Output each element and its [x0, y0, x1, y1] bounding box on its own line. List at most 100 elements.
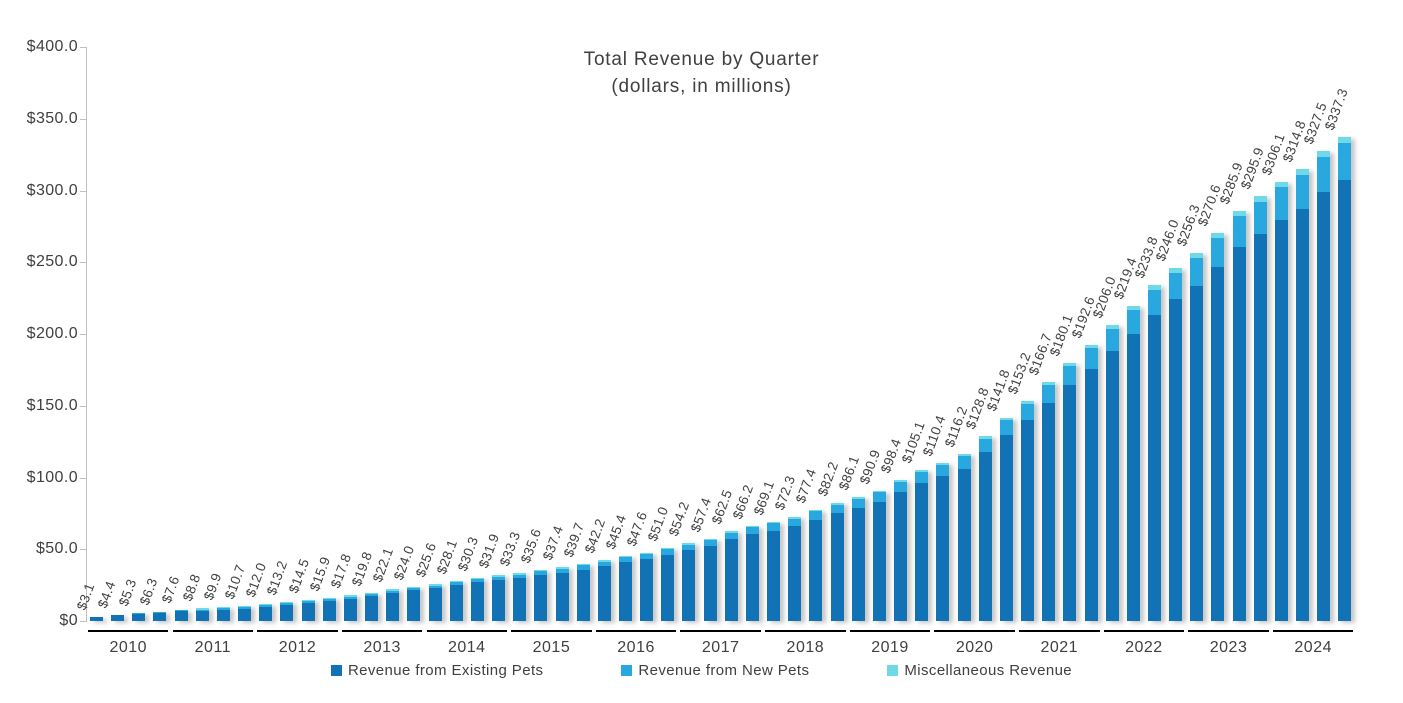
bar-segment-existing-pets	[534, 575, 548, 621]
bar-segment-existing-pets	[915, 483, 929, 621]
bar	[555, 567, 569, 621]
bar-segment-existing-pets	[195, 611, 209, 621]
bar	[915, 470, 929, 621]
y-tick-label: $150.0	[26, 396, 78, 414]
bar-segment-existing-pets	[174, 611, 188, 621]
legend-item-new: Revenue from New Pets	[621, 662, 809, 679]
bar-segment-existing-pets	[1126, 333, 1140, 621]
bar	[576, 564, 590, 621]
y-tick-label: $300.0	[26, 181, 78, 199]
bar-segment-existing-pets	[1338, 179, 1352, 621]
bar-segment-new-pets	[936, 464, 950, 477]
bar	[1148, 285, 1161, 621]
bar	[1169, 267, 1183, 621]
year-label: 2010	[109, 639, 148, 656]
bar-segment-misc-revenue	[1169, 267, 1183, 273]
bar-segment-new-pets	[386, 590, 400, 593]
bar-value-label: $10.7	[222, 562, 249, 601]
bar-segment-misc-revenue	[407, 586, 421, 588]
bar-segment-existing-pets	[1232, 246, 1246, 621]
bar	[1232, 210, 1246, 621]
bar-segment-new-pets	[619, 557, 632, 563]
bar-segment-new-pets	[1063, 365, 1077, 386]
bar-segment-new-pets	[1021, 404, 1035, 421]
bar	[1084, 344, 1098, 621]
bar	[1338, 136, 1352, 621]
bar-segment-misc-revenue	[449, 580, 463, 582]
bar-segment-new-pets	[767, 523, 781, 531]
bar	[322, 598, 336, 621]
year-label: 2014	[447, 639, 486, 656]
bar	[809, 509, 823, 621]
bar-segment-new-pets	[301, 601, 315, 604]
bar-segment-existing-pets	[1084, 368, 1098, 621]
bar-segment-existing-pets	[322, 601, 336, 621]
legend-swatch-icon	[621, 665, 633, 676]
year-group-underline	[1103, 630, 1185, 632]
y-tick-label: $0	[59, 612, 78, 629]
bar-segment-existing-pets	[513, 578, 527, 621]
y-tick-mark	[80, 334, 86, 335]
legend-label: Miscellaneous Revenue	[904, 662, 1073, 679]
legend-item-existing: Revenue from Existing Pets	[330, 662, 543, 679]
bar	[619, 555, 632, 621]
bar-value-label: $82.2	[814, 459, 841, 499]
year-group-underline	[1188, 630, 1269, 632]
bar	[280, 602, 294, 621]
bar-value-label: $4.4	[95, 578, 119, 610]
bar-segment-misc-revenue	[1211, 232, 1225, 238]
bar	[978, 436, 992, 621]
bar-segment-existing-pets	[1211, 266, 1225, 621]
year-group-underline	[934, 630, 1015, 632]
bar	[936, 462, 950, 621]
bar	[724, 531, 738, 621]
bar	[90, 616, 103, 621]
bar-value-label: $45.4	[602, 512, 630, 551]
bar-segment-existing-pets	[132, 614, 146, 621]
year-label: 2017	[701, 639, 740, 656]
bar-segment-misc-revenue	[259, 603, 273, 606]
bar-value-label: $31.9	[475, 531, 503, 571]
bar	[767, 521, 781, 621]
bar-segment-misc-revenue	[640, 552, 654, 554]
bar-value-label: $5.3	[116, 577, 140, 609]
chart-title-line2: (dollars, in millions)	[611, 76, 792, 97]
bar-segment-existing-pets	[851, 508, 865, 621]
bar-segment-existing-pets	[90, 616, 103, 621]
bar-segment-new-pets	[343, 596, 357, 599]
bar-segment-misc-revenue	[492, 575, 506, 577]
y-tick-mark	[80, 118, 86, 120]
bar-segment-existing-pets	[597, 566, 611, 621]
bar	[661, 547, 675, 621]
bar-segment-existing-pets	[111, 615, 125, 621]
bar-segment-new-pets	[1253, 201, 1267, 234]
bar-segment-new-pets	[978, 438, 992, 453]
bar-value-label: $24.0	[391, 543, 418, 582]
bar-segment-new-pets	[1274, 187, 1288, 221]
bar-segment-new-pets	[238, 606, 252, 609]
legend-swatch-icon	[887, 665, 899, 676]
year-group-underline	[341, 630, 423, 632]
bar-segment-misc-revenue	[999, 417, 1013, 421]
bar-segment-misc-revenue	[1232, 210, 1246, 217]
bar-segment-new-pets	[1338, 143, 1352, 180]
bar-segment-existing-pets	[1042, 402, 1056, 621]
bar-value-label: $66.2	[729, 482, 757, 521]
legend-item-misc: Miscellaneous Revenue	[887, 662, 1072, 679]
bar-segment-misc-revenue	[915, 470, 929, 473]
bar	[301, 600, 315, 621]
bar-segment-misc-revenue	[534, 569, 548, 572]
bar	[238, 605, 252, 621]
year-label: 2011	[194, 639, 232, 656]
bar-segment-misc-revenue	[1296, 169, 1310, 176]
bar-segment-existing-pets	[1274, 220, 1288, 621]
bar-segment-existing-pets	[703, 546, 717, 621]
bar-segment-new-pets	[745, 527, 759, 535]
bar-segment-misc-revenue	[1063, 362, 1077, 366]
bar	[1021, 401, 1035, 621]
bar-segment-new-pets	[1126, 310, 1140, 334]
year-group-underline	[680, 630, 761, 632]
bar	[1253, 196, 1267, 621]
bar-segment-new-pets	[365, 593, 379, 596]
